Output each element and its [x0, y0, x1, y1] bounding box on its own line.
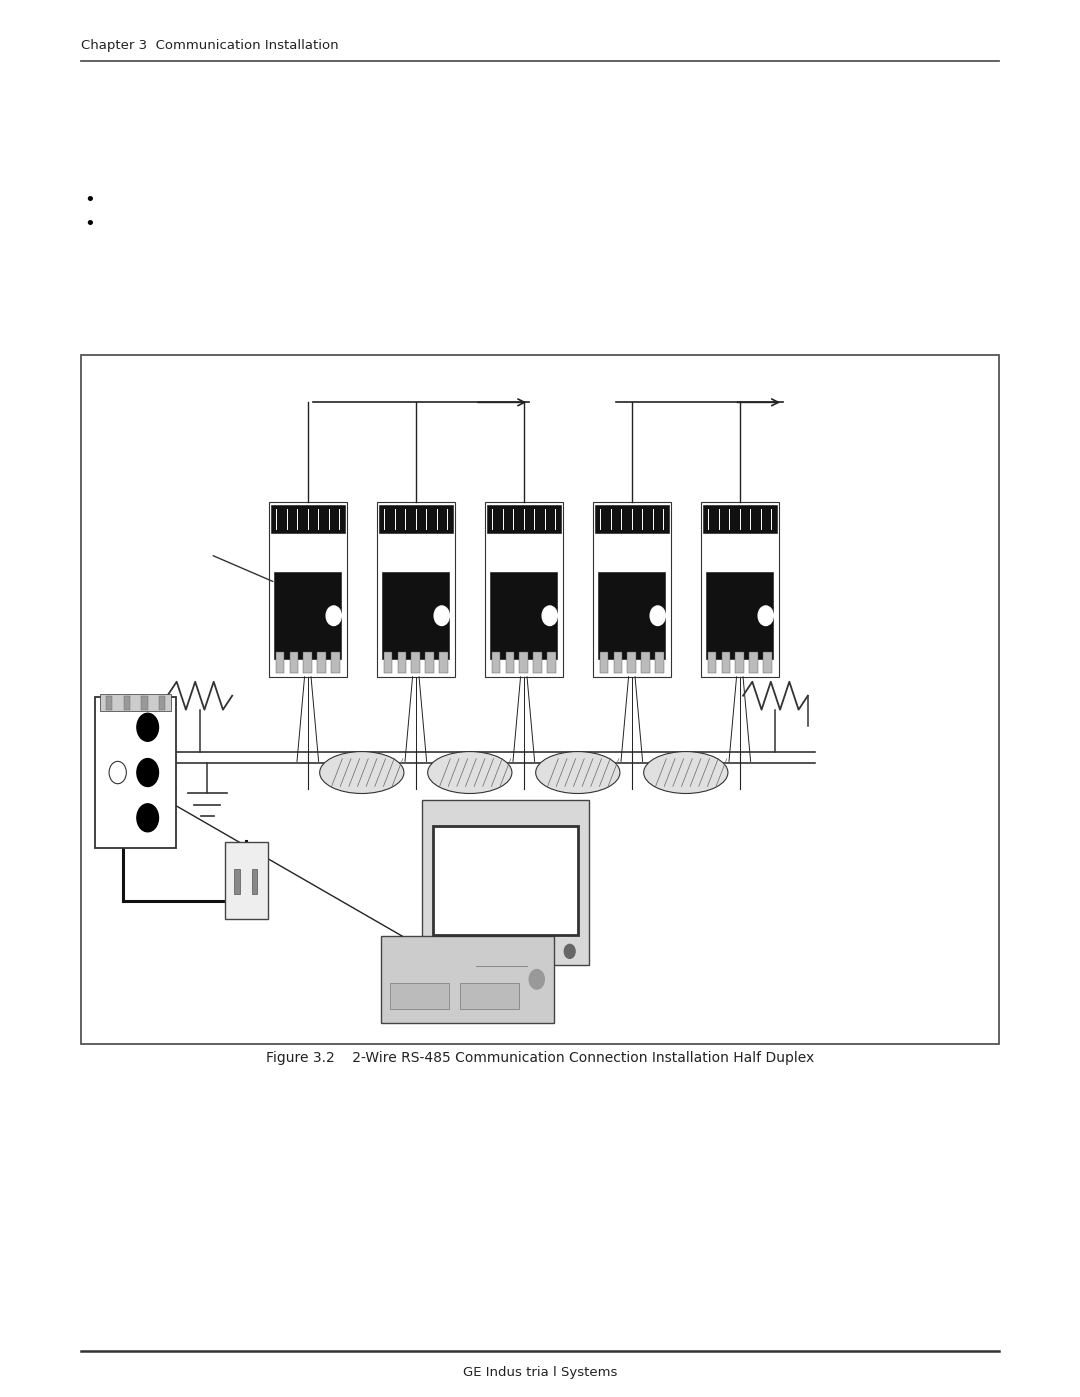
Circle shape	[137, 759, 159, 787]
Bar	[159, 696, 165, 710]
Bar	[707, 651, 716, 673]
Bar	[106, 696, 112, 710]
Bar	[548, 651, 556, 673]
Circle shape	[542, 606, 557, 626]
Bar	[318, 651, 326, 673]
Bar	[613, 651, 622, 673]
Bar	[701, 503, 779, 678]
Bar	[440, 651, 448, 673]
Text: Chapter 3  Communication Installation: Chapter 3 Communication Installation	[81, 39, 339, 52]
Bar	[703, 506, 777, 534]
Bar	[269, 503, 347, 678]
Text: Figure 3.2    2-Wire RS-485 Communication Connection Installation Half Duplex: Figure 3.2 2-Wire RS-485 Communication C…	[266, 1051, 814, 1065]
Bar	[505, 651, 514, 673]
Circle shape	[758, 606, 773, 626]
Circle shape	[137, 714, 159, 742]
Bar	[595, 506, 669, 534]
Bar	[303, 651, 312, 673]
Bar	[382, 573, 449, 659]
Bar	[271, 506, 345, 534]
Bar	[487, 506, 561, 534]
Circle shape	[434, 606, 449, 626]
Bar	[390, 983, 449, 1009]
Circle shape	[109, 761, 126, 784]
Ellipse shape	[320, 752, 404, 793]
Circle shape	[137, 803, 159, 831]
Bar	[383, 651, 392, 673]
Bar	[225, 842, 268, 919]
Bar	[411, 651, 420, 673]
Bar	[426, 651, 434, 673]
Circle shape	[529, 970, 544, 989]
Bar	[252, 869, 257, 894]
Bar	[598, 573, 665, 659]
Bar	[379, 506, 453, 534]
Bar	[627, 651, 636, 673]
Bar	[460, 983, 519, 1009]
Circle shape	[650, 606, 665, 626]
Bar	[519, 651, 528, 673]
Bar	[764, 651, 772, 673]
Ellipse shape	[428, 752, 512, 793]
Bar	[599, 651, 608, 673]
Text: •: •	[84, 191, 95, 208]
Bar	[485, 503, 563, 678]
Bar	[289, 651, 298, 673]
Ellipse shape	[644, 752, 728, 793]
Bar	[274, 573, 341, 659]
Bar	[706, 573, 773, 659]
Bar	[491, 651, 500, 673]
Bar	[656, 651, 664, 673]
Circle shape	[326, 606, 341, 626]
Bar	[234, 869, 240, 894]
Bar	[432, 826, 579, 935]
Bar	[490, 573, 557, 659]
Bar	[750, 651, 758, 673]
Bar	[100, 694, 171, 711]
Bar	[534, 651, 542, 673]
Bar	[381, 936, 554, 1023]
Bar	[81, 355, 999, 1044]
Bar	[332, 651, 340, 673]
Bar	[721, 651, 730, 673]
Bar	[275, 651, 284, 673]
Bar	[735, 651, 744, 673]
Text: •: •	[84, 215, 95, 232]
Ellipse shape	[536, 752, 620, 793]
Bar	[642, 651, 650, 673]
Text: GE Indus tria l Systems: GE Indus tria l Systems	[463, 1366, 617, 1379]
Circle shape	[564, 944, 575, 958]
Bar	[141, 696, 148, 710]
Bar	[593, 503, 671, 678]
Bar	[421, 800, 590, 965]
Bar	[377, 503, 455, 678]
Bar	[397, 651, 406, 673]
Bar	[95, 697, 176, 848]
Bar	[123, 696, 130, 710]
